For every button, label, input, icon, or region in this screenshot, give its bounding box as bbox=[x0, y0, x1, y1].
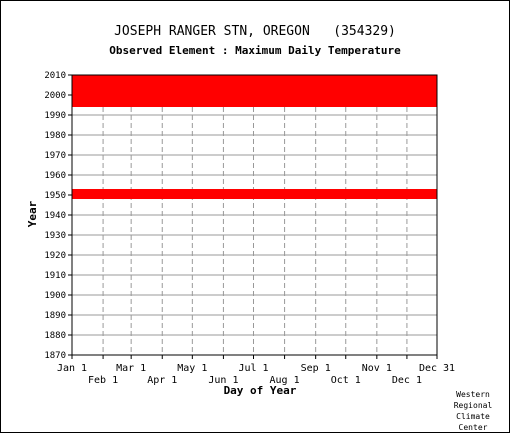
y-tick-label: 1870 bbox=[44, 351, 66, 361]
x-tick-label: Apr 1 bbox=[147, 375, 177, 386]
x-axis-label: Day of Year bbox=[223, 384, 297, 397]
credit-line: Western bbox=[456, 390, 490, 399]
y-tick-label: 1950 bbox=[44, 191, 66, 201]
x-tick-label: Aug 1 bbox=[270, 375, 300, 386]
x-tick-label: May 1 bbox=[177, 363, 207, 374]
x-tick-label: Dec 31 bbox=[419, 363, 455, 374]
y-tick-label: 1890 bbox=[44, 311, 66, 321]
y-tick-label: 1940 bbox=[44, 211, 66, 221]
y-tick-label: 1990 bbox=[44, 111, 66, 121]
x-tick-label: Mar 1 bbox=[116, 363, 146, 374]
y-tick-label: 1910 bbox=[44, 271, 66, 281]
y-tick-label: 1880 bbox=[44, 331, 66, 341]
plot-border bbox=[71, 74, 438, 356]
y-tick-label: 1980 bbox=[44, 131, 66, 141]
y-tick-label: 1970 bbox=[44, 151, 66, 161]
y-tick-label: 1960 bbox=[44, 171, 66, 181]
y-tick-label: 1900 bbox=[44, 291, 66, 301]
x-tick-label: Feb 1 bbox=[88, 375, 118, 386]
x-tick-label: Dec 1 bbox=[392, 375, 422, 386]
x-tick-label: Oct 1 bbox=[331, 375, 361, 386]
x-tick-label: Jan 1 bbox=[57, 363, 87, 374]
x-tick-label: Nov 1 bbox=[362, 363, 392, 374]
y-tick-label: 2000 bbox=[44, 91, 66, 101]
data-band bbox=[72, 189, 437, 199]
x-tick-label: Jul 1 bbox=[238, 363, 268, 374]
credit-text: Western Regional Climate Center bbox=[448, 389, 498, 433]
credit-line: Regional bbox=[453, 401, 493, 410]
chart-subtitle: Observed Element : Maximum Daily Tempera… bbox=[109, 44, 401, 57]
chart-title: JOSEPH RANGER STN, OREGON (354329) bbox=[114, 24, 396, 39]
data-band bbox=[72, 75, 437, 107]
y-tick-label: 2010 bbox=[44, 71, 66, 81]
y-tick-label: 1920 bbox=[44, 251, 66, 261]
credit-line: Climate bbox=[456, 412, 490, 421]
y-tick-label: 1930 bbox=[44, 231, 66, 241]
x-tick-label: Jun 1 bbox=[208, 375, 238, 386]
credit-line: Center bbox=[458, 423, 488, 432]
x-tick-label: Sep 1 bbox=[301, 363, 331, 374]
